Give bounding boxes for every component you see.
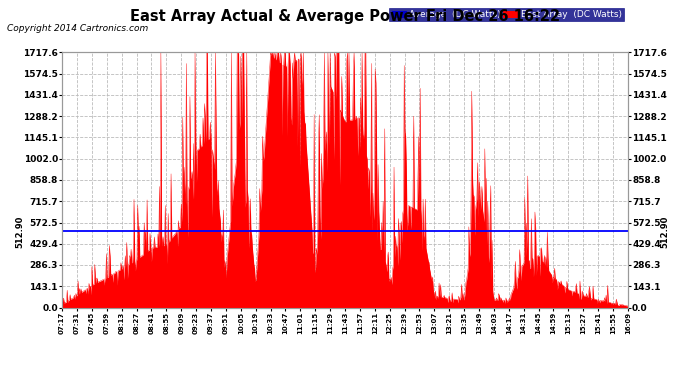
Text: Copyright 2014 Cartronics.com: Copyright 2014 Cartronics.com xyxy=(7,24,148,33)
Text: 512.90: 512.90 xyxy=(660,215,669,248)
Text: 512.90: 512.90 xyxy=(15,215,24,248)
Legend: Average  (DC Watts), East Array  (DC Watts): Average (DC Watts), East Array (DC Watts… xyxy=(389,8,624,21)
Text: East Array Actual & Average Power Fri Dec 26 16:22: East Array Actual & Average Power Fri De… xyxy=(130,9,560,24)
